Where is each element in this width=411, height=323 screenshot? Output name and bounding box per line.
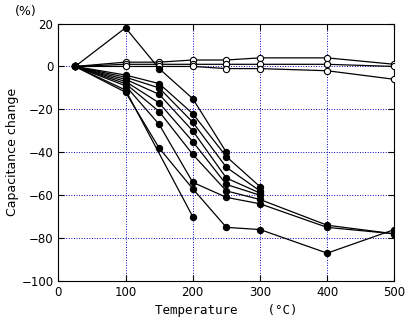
Text: (%): (%) (15, 5, 37, 18)
X-axis label: Temperature    (°C): Temperature (°C) (155, 305, 298, 318)
Y-axis label: Capacitance change: Capacitance change (6, 88, 18, 216)
